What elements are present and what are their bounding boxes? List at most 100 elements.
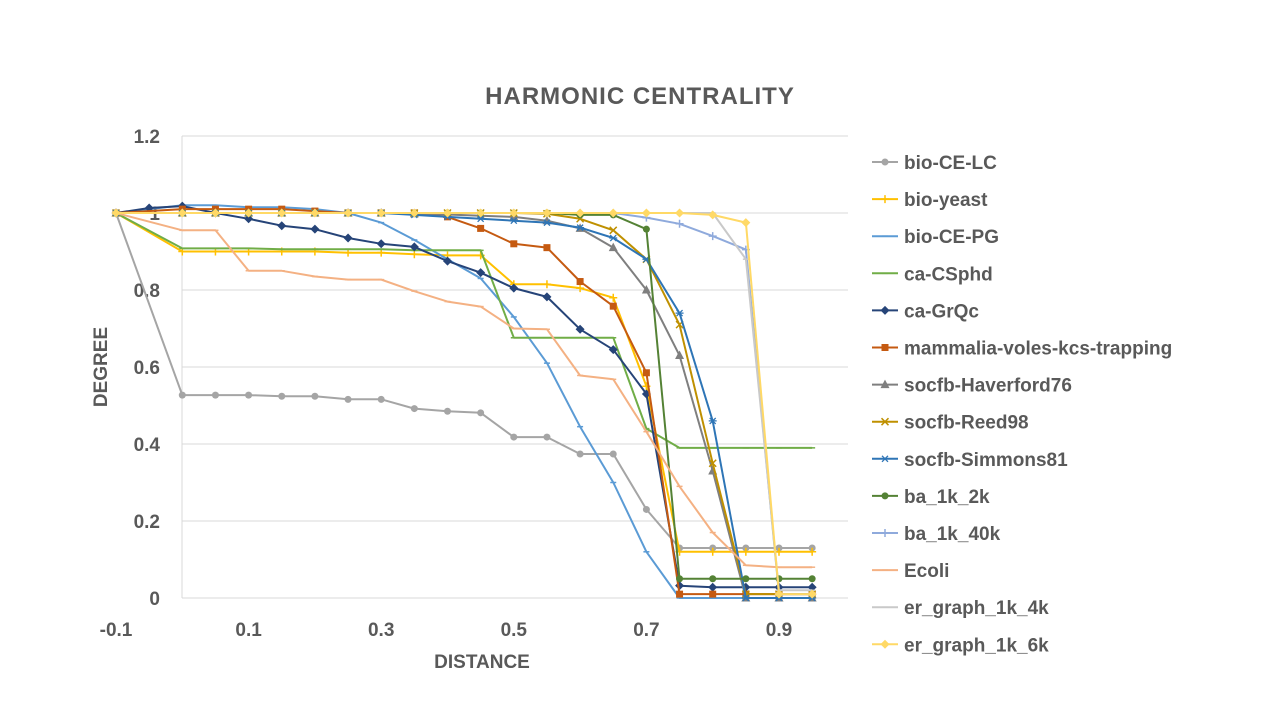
series-bio-ce-pg <box>113 204 816 599</box>
data-point <box>609 226 618 235</box>
data-point <box>608 208 618 218</box>
data-point <box>708 582 718 592</box>
series-line <box>116 212 813 599</box>
data-point <box>576 450 584 458</box>
data-point <box>808 547 817 556</box>
data-point <box>510 240 518 248</box>
plot-area <box>111 201 817 602</box>
legend-marker <box>881 195 889 204</box>
legend-label: socfb-Haverford76 <box>904 376 1072 397</box>
legend-marker <box>880 417 890 426</box>
data-point <box>642 225 650 233</box>
legend-marker <box>880 379 890 389</box>
legend: bio-CE-LC bio-yeast bio-CE-PG ca-CSphd ca-Gr… <box>872 153 1172 656</box>
legend-item: socfb-Simmons81 <box>872 450 1068 471</box>
data-point <box>277 208 287 218</box>
data-point <box>709 575 717 583</box>
legend-item: ca-GrQc <box>872 301 979 322</box>
data-point <box>609 450 617 458</box>
data-point <box>376 239 386 249</box>
legend-label: er_graph_1k_6k <box>904 635 1049 656</box>
x-tick-labels: -0.1 0.1 0.3 0.5 0.7 0.9 <box>100 620 793 641</box>
data-point <box>542 208 552 218</box>
gridlines <box>182 135 848 599</box>
data-point <box>477 409 485 417</box>
data-point <box>642 505 650 513</box>
x-axis-label: DISTANCE <box>434 652 530 673</box>
legend-label: ba_1k_40k <box>904 524 1001 545</box>
data-point <box>443 208 452 218</box>
x-tick-label: 0.5 <box>501 620 528 641</box>
legend-item: bio-CE-PG <box>872 227 999 248</box>
data-point <box>641 208 651 218</box>
data-point <box>509 217 518 225</box>
data-point <box>575 324 585 334</box>
data-point <box>675 208 685 218</box>
data-point <box>576 224 585 232</box>
legend-label: Ecoli <box>904 561 949 582</box>
data-point <box>178 391 186 399</box>
data-point <box>676 575 684 583</box>
series-line <box>115 212 813 549</box>
data-point <box>741 218 751 228</box>
data-point <box>708 547 717 556</box>
y-tick-label: 0.8 <box>134 281 160 302</box>
series-line <box>115 205 813 589</box>
legend-label: socfb-Simmons81 <box>904 450 1068 471</box>
data-point <box>609 293 618 302</box>
series-ecoli <box>113 212 816 569</box>
y-tick-label: 1.2 <box>134 127 160 148</box>
data-point <box>410 250 419 259</box>
y-tick-label: 0.4 <box>134 435 161 456</box>
series-er-graph-1k-6k <box>111 208 817 599</box>
series-mammalia-voles-kcs-trapping <box>112 205 816 598</box>
data-point <box>310 224 320 234</box>
data-point <box>509 208 519 218</box>
data-point <box>708 417 717 425</box>
y-tick-label: 0.2 <box>134 512 160 533</box>
data-point <box>675 350 685 359</box>
x-tick-label: 0.7 <box>633 620 659 641</box>
data-point <box>542 292 552 302</box>
data-point <box>642 369 650 377</box>
data-point <box>111 208 121 218</box>
data-point <box>807 589 817 599</box>
data-point <box>742 575 750 583</box>
legend-marker <box>880 639 890 649</box>
data-point <box>608 242 618 252</box>
data-point <box>542 219 551 227</box>
legend-marker <box>881 344 889 351</box>
data-point <box>510 433 518 441</box>
data-point <box>509 283 519 293</box>
data-point <box>542 280 551 289</box>
data-point <box>343 233 353 243</box>
legend-label: bio-CE-PG <box>904 227 999 248</box>
data-point <box>477 224 485 232</box>
x-tick-label: 0.3 <box>368 620 394 641</box>
legend-marker <box>881 529 889 537</box>
data-point <box>409 242 419 252</box>
data-point <box>311 392 319 400</box>
data-point <box>676 590 684 598</box>
data-point <box>774 589 784 599</box>
data-point <box>444 407 451 415</box>
data-point <box>708 459 717 468</box>
legend-label: mammalia-voles-kcs-trapping <box>904 339 1172 360</box>
series-ca-csphd <box>113 212 816 449</box>
y-tick-label: 0.6 <box>134 358 160 379</box>
data-point <box>576 284 585 293</box>
legend-item: mammalia-voles-kcs-trapping <box>872 339 1172 360</box>
data-point <box>210 208 220 218</box>
legend-item: socfb-Haverford76 <box>872 376 1072 397</box>
legend-label: socfb-Reed98 <box>904 413 1029 434</box>
data-point <box>211 391 219 399</box>
legend-label: ca-CSphd <box>904 264 993 285</box>
legend-item: bio-yeast <box>872 190 988 211</box>
data-point <box>278 392 286 400</box>
legend-item: bio-CE-LC <box>872 153 997 174</box>
data-point <box>609 302 617 310</box>
legend-marker <box>880 305 890 315</box>
legend-label: ba_1k_2k <box>904 487 990 508</box>
legend-item: Ecoli <box>872 561 949 582</box>
